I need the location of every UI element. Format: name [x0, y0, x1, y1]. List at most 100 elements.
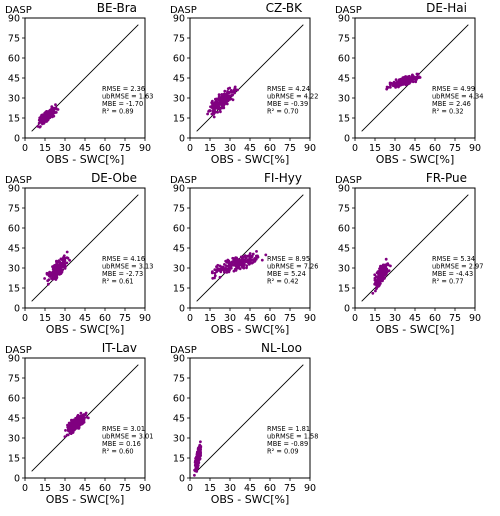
data-point	[407, 75, 411, 79]
x-tick-label: 90	[304, 143, 316, 154]
x-tick-label: 15	[204, 143, 216, 154]
data-point	[232, 269, 236, 273]
data-point	[217, 105, 221, 108]
data-point	[251, 258, 255, 261]
x-tick-label: 75	[449, 143, 461, 154]
data-point	[76, 413, 80, 417]
stat-rmse: RMSE = 3.01	[102, 425, 145, 433]
y-axis-label: DASP	[170, 5, 197, 16]
stat-mbe: MBE = 5.24	[267, 270, 306, 278]
stat-mbe: MBE = 0.16	[102, 440, 141, 448]
stat-r2: R² = 0.77	[432, 278, 464, 286]
data-point	[223, 263, 226, 266]
y-tick-label: 15	[173, 283, 185, 294]
data-point	[69, 429, 73, 432]
data-point	[67, 426, 71, 429]
y-tick-label: 90	[8, 353, 20, 364]
data-point	[401, 76, 405, 80]
data-point	[58, 266, 62, 270]
stat-mbe: MBE = -0.89	[267, 440, 308, 448]
data-point	[247, 262, 251, 266]
x-tick-label: 75	[449, 313, 461, 324]
data-point	[227, 96, 231, 100]
y-tick-label: 45	[8, 243, 20, 254]
data-point	[417, 75, 421, 79]
y-tick-label: 15	[173, 453, 185, 464]
y-tick-label: 45	[338, 243, 350, 254]
data-point	[56, 269, 60, 272]
stat-mbe: MBE = -2.73	[102, 270, 143, 278]
data-point	[52, 265, 55, 269]
x-tick-label: 60	[264, 143, 276, 154]
y-tick-label: 15	[173, 113, 185, 124]
y-tick-label: 15	[338, 283, 350, 294]
data-point	[376, 277, 380, 280]
x-tick-label: 75	[119, 143, 131, 154]
data-point	[217, 101, 221, 105]
stat-r2: R² = 0.70	[267, 108, 299, 116]
data-point	[221, 105, 224, 108]
data-point	[43, 277, 46, 280]
y-tick-label: 30	[173, 93, 185, 104]
y-tick-label: 30	[8, 93, 20, 104]
x-tick-label: 30	[59, 143, 71, 154]
data-point	[52, 271, 56, 275]
y-tick-label: 30	[338, 93, 350, 104]
stat-ubrmse: ubRMSE = 7.26	[267, 263, 318, 271]
stat-rmse: RMSE = 4.16	[102, 255, 145, 263]
data-point	[48, 109, 52, 113]
stat-r2: R² = 0.61	[102, 278, 134, 286]
data-point	[208, 109, 211, 112]
data-point	[381, 273, 385, 276]
y-tick-label: 75	[173, 203, 185, 214]
data-point	[386, 263, 390, 267]
y-axis-label: DASP	[5, 345, 32, 356]
y-tick-label: 90	[8, 13, 20, 24]
x-tick-label: 90	[139, 313, 151, 324]
stat-rmse: RMSE = 8.95	[267, 255, 310, 263]
data-point	[220, 268, 224, 271]
x-tick-label: 75	[284, 313, 296, 324]
data-point	[214, 110, 218, 114]
data-point	[404, 83, 408, 87]
y-tick-label: 30	[8, 433, 20, 444]
x-tick-label: 0	[22, 483, 28, 494]
data-point	[195, 455, 198, 459]
data-point	[41, 118, 44, 121]
data-point	[54, 103, 57, 107]
data-point	[374, 289, 377, 293]
y-tick-label: 15	[8, 113, 20, 124]
data-point	[231, 256, 235, 260]
stat-ubrmse: ubRMSE = 3.01	[102, 433, 153, 441]
x-axis-label: OBS - SWC[%]	[376, 153, 455, 166]
data-point	[229, 97, 233, 101]
data-point	[235, 263, 239, 267]
data-point	[233, 89, 237, 93]
data-point	[79, 414, 83, 418]
data-point	[52, 114, 56, 118]
data-point	[46, 118, 50, 122]
data-point	[63, 435, 67, 438]
x-tick-label: 30	[224, 483, 236, 494]
data-point	[392, 84, 396, 87]
x-tick-label: 0	[187, 483, 193, 494]
x-tick-label: 45	[244, 143, 256, 154]
x-tick-label: 60	[99, 143, 111, 154]
data-point	[224, 259, 228, 263]
data-point	[398, 82, 402, 85]
y-axis-label: DASP	[335, 5, 362, 16]
x-tick-label: 15	[369, 143, 381, 154]
data-point	[65, 256, 69, 259]
data-point	[230, 261, 234, 265]
x-tick-label: 45	[79, 313, 91, 324]
data-point	[389, 83, 392, 87]
data-point	[52, 109, 55, 112]
y-axis-label: DASP	[5, 5, 32, 16]
data-point	[195, 463, 199, 466]
y-tick-label: 90	[8, 183, 20, 194]
data-point	[376, 270, 380, 274]
data-point	[243, 254, 247, 258]
data-point	[44, 120, 48, 123]
y-tick-label: 75	[8, 203, 20, 214]
